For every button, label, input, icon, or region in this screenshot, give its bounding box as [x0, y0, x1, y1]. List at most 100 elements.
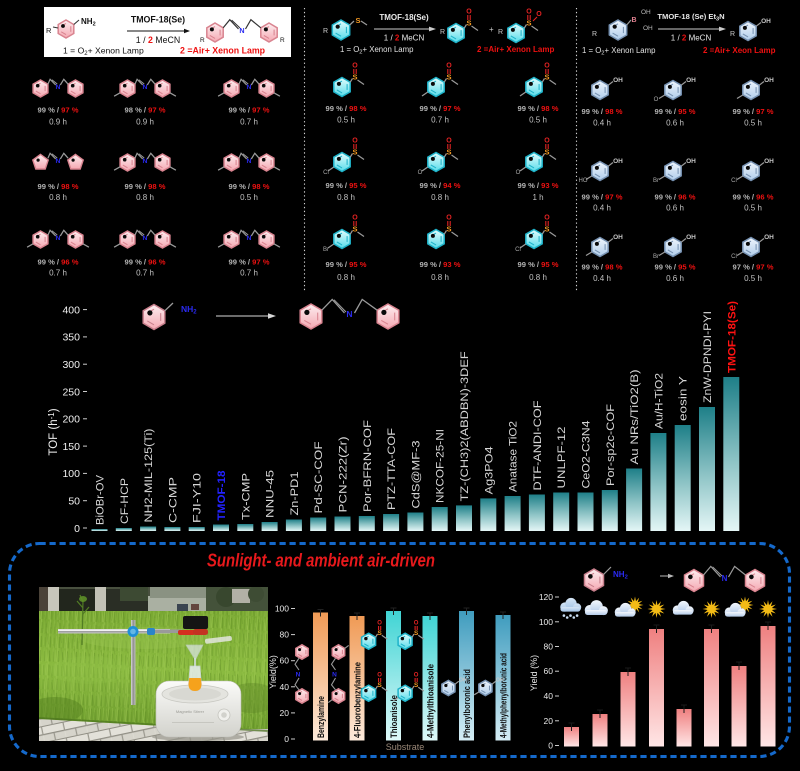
svg-text:0.4 h: 0.4 h — [593, 274, 611, 283]
svg-text:N: N — [56, 84, 61, 91]
svg-text:80: 80 — [544, 642, 554, 652]
svg-text:99 % / 98 %: 99 % / 98 % — [582, 263, 623, 272]
svg-text:DTF-ANDI-COF: DTF-ANDI-COF — [532, 400, 544, 490]
svg-text:99 % / 98 %: 99 % / 98 % — [518, 104, 559, 113]
svg-text:0.8 h: 0.8 h — [136, 193, 154, 202]
svg-text:O: O — [414, 673, 419, 679]
svg-text:200: 200 — [62, 414, 80, 426]
svg-text:FJI-Y10: FJI-Y10 — [192, 473, 204, 523]
svg-text:S: S — [414, 682, 419, 689]
svg-text:OH: OH — [686, 234, 696, 241]
svg-text:C-CMP: C-CMP — [167, 477, 179, 523]
svg-text:R: R — [592, 31, 597, 38]
svg-text:NH2-MIL-125(Ti): NH2-MIL-125(Ti) — [143, 429, 155, 523]
svg-text:60: 60 — [544, 666, 554, 676]
svg-text:2 =Air+ Xenon Lamp: 2 =Air+ Xenon Lamp — [180, 46, 266, 56]
svg-text:99 % / 96 %: 99 % / 96 % — [125, 258, 166, 267]
svg-text:300: 300 — [62, 359, 80, 371]
svg-text:1 h: 1 h — [532, 193, 543, 202]
svg-text:0.6 h: 0.6 h — [666, 274, 684, 283]
svg-text:TZ-(CH3)2(ABDBN)-3DEF: TZ-(CH3)2(ABDBN)-3DEF — [459, 351, 471, 501]
svg-text:O: O — [544, 63, 550, 70]
svg-text:O: O — [414, 621, 419, 627]
svg-text:1 / 2 MeCN: 1 / 2 MeCN — [384, 34, 425, 43]
svg-text:TMOF-18(Se): TMOF-18(Se) — [726, 301, 738, 373]
svg-text:Br: Br — [653, 254, 659, 260]
svg-text:O: O — [446, 138, 452, 145]
svg-text:PTZ-TTA-COF: PTZ-TTA-COF — [386, 428, 398, 510]
svg-text:TMOF-18(Se): TMOF-18(Se) — [131, 15, 185, 25]
svg-text:250: 250 — [62, 386, 80, 398]
svg-text:Yield (%): Yield (%) — [529, 655, 539, 691]
svg-text:99 % / 96 %: 99 % / 96 % — [733, 193, 774, 202]
svg-text:OH: OH — [764, 158, 774, 165]
svg-text:N: N — [332, 672, 337, 679]
svg-text:S: S — [446, 225, 451, 234]
svg-text:99 % / 97 %: 99 % / 97 % — [582, 193, 623, 202]
svg-text:1 = O2+ Xenon Lamp: 1 = O2+ Xenon Lamp — [582, 46, 656, 56]
svg-text:OH: OH — [613, 158, 623, 165]
svg-text:O: O — [544, 138, 550, 145]
svg-text:0.8 h: 0.8 h — [431, 193, 449, 202]
svg-text:NNU-45: NNU-45 — [265, 470, 277, 518]
svg-text:Benzylamine: Benzylamine — [316, 696, 326, 738]
svg-text:B: B — [631, 17, 636, 24]
svg-text:N: N — [247, 84, 252, 91]
svg-text:BiOBr-OV: BiOBr-OV — [95, 474, 107, 525]
svg-text:50: 50 — [68, 496, 80, 508]
svg-text:OH: OH — [459, 678, 467, 684]
svg-text:R: R — [200, 37, 205, 44]
svg-text:CeO2-C3N4: CeO2-C3N4 — [581, 421, 593, 489]
svg-text:99 % / 96 %: 99 % / 96 % — [38, 258, 79, 267]
svg-text:R: R — [46, 26, 52, 35]
svg-text:40: 40 — [544, 691, 554, 701]
svg-text:O: O — [418, 170, 423, 176]
svg-text:HO: HO — [579, 178, 588, 184]
svg-text:O: O — [352, 138, 358, 145]
svg-text:NKCOF-25-NI: NKCOF-25-NI — [435, 429, 447, 503]
svg-text:99 % / 98 %: 99 % / 98 % — [229, 182, 270, 191]
svg-text:0.7 h: 0.7 h — [240, 269, 258, 278]
svg-text:150: 150 — [62, 441, 80, 453]
svg-text:N: N — [56, 235, 61, 242]
svg-text:UNLPF-12: UNLPF-12 — [556, 427, 568, 489]
svg-text:100: 100 — [62, 468, 80, 480]
svg-text:O: O — [377, 621, 382, 627]
svg-text:99 % / 97 %: 99 % / 97 % — [420, 104, 461, 113]
svg-text:99 % / 95 %: 99 % / 95 % — [326, 181, 367, 190]
svg-text:99 % / 96 %: 99 % / 96 % — [655, 193, 696, 202]
svg-text:80: 80 — [280, 630, 290, 640]
svg-text:R: R — [323, 28, 328, 35]
svg-text:S: S — [352, 148, 357, 157]
svg-text:0: 0 — [548, 741, 553, 751]
svg-text:R: R — [730, 31, 735, 38]
svg-text:120: 120 — [539, 592, 553, 602]
svg-text:S: S — [352, 225, 357, 234]
svg-text:400: 400 — [62, 304, 80, 316]
svg-text:N: N — [722, 574, 728, 583]
svg-text:0: 0 — [284, 734, 289, 744]
svg-text:N: N — [346, 309, 352, 319]
svg-text:20: 20 — [280, 708, 290, 718]
svg-text:99 % / 93 %: 99 % / 93 % — [518, 181, 559, 190]
svg-text:O: O — [352, 215, 358, 222]
svg-text:O: O — [536, 11, 542, 18]
svg-text:S: S — [544, 73, 549, 82]
svg-text:99 % / 93 %: 99 % / 93 % — [420, 260, 461, 269]
svg-text:S: S — [544, 148, 549, 157]
svg-text:S: S — [414, 630, 419, 637]
svg-text:N: N — [247, 235, 252, 242]
svg-text:99 % / 95 %: 99 % / 95 % — [655, 107, 696, 116]
svg-text:0.5 h: 0.5 h — [240, 193, 258, 202]
svg-text:4-Methylthioanisole: 4-Methylthioanisole — [425, 664, 435, 738]
svg-text:99 % / 95 %: 99 % / 95 % — [518, 260, 559, 269]
svg-text:TMOF-18: TMOF-18 — [216, 471, 228, 521]
svg-text:Br: Br — [653, 178, 659, 184]
svg-text:0.4 h: 0.4 h — [593, 204, 611, 213]
svg-text:99 % / 98 %: 99 % / 98 % — [125, 182, 166, 191]
svg-text:99 % / 95 %: 99 % / 95 % — [655, 263, 696, 272]
svg-text:99 % / 97 %: 99 % / 97 % — [229, 106, 270, 115]
svg-text:2 =Air+ Xenon Lamp: 2 =Air+ Xenon Lamp — [477, 45, 554, 54]
svg-text:S: S — [355, 16, 360, 25]
svg-text:Substrate: Substrate — [386, 742, 425, 752]
